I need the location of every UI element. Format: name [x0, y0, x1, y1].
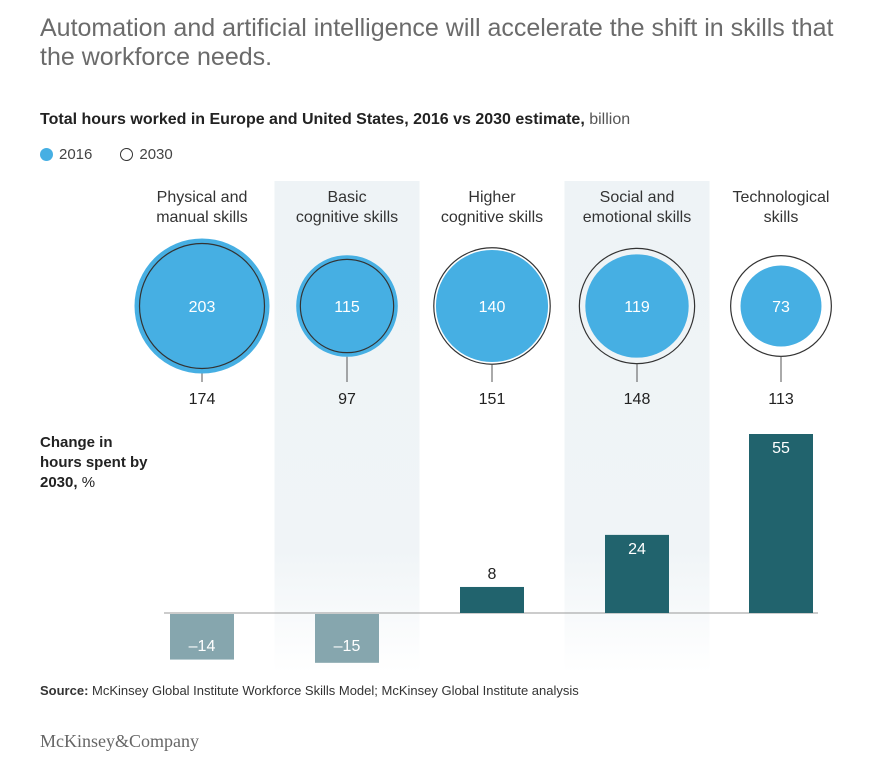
- bar: [315, 614, 379, 663]
- bubble-label-2016: 203: [189, 299, 216, 316]
- category-label: skills: [764, 209, 799, 226]
- bar-axis-label: Change in hours spent by 2030, %: [40, 433, 150, 493]
- bubble-label-2030: 151: [479, 391, 506, 408]
- bar-value-label: –14: [189, 638, 216, 655]
- category-label: manual skills: [156, 209, 248, 226]
- bubble-2016: [740, 265, 822, 347]
- source-note: Source: McKinsey Global Institute Workfo…: [40, 683, 579, 698]
- bubble-2016: [296, 255, 398, 357]
- subtitle-main: Total hours worked in Europe and United …: [40, 111, 585, 128]
- category-label: cognitive skills: [441, 209, 543, 226]
- brand-logo: McKinsey&Company: [40, 731, 199, 751]
- source-text: McKinsey Global Institute Workforce Skil…: [92, 683, 579, 698]
- bar: [605, 534, 669, 613]
- bubble-2030: [299, 258, 395, 354]
- legend-label-2030: 2030: [139, 146, 173, 163]
- bar: [170, 614, 234, 660]
- bubble-label-2030: 97: [338, 391, 356, 408]
- bar-value-label: 8: [488, 566, 497, 583]
- legend-swatch-2016: [40, 148, 53, 161]
- legend-item-2030: 2030: [120, 146, 173, 163]
- bar-axis-label-main: Change in hours spent by 2030,: [40, 434, 148, 491]
- category-label: Social and: [600, 189, 675, 206]
- bubble-2016: [435, 249, 549, 363]
- bar-value-label: 24: [628, 541, 646, 558]
- bubble-label-2016: 119: [624, 299, 650, 316]
- bar-axis-label-unit: %: [81, 474, 96, 491]
- subtitle-unit: billion: [589, 111, 631, 128]
- category-label: cognitive skills: [296, 209, 398, 226]
- bubble-label-2030: 148: [624, 391, 651, 408]
- legend-swatch-2030: [120, 148, 134, 161]
- legend-item-2016: 2016: [40, 146, 92, 163]
- bar-value-label: –15: [334, 638, 361, 655]
- bubble-label-2016: 140: [479, 299, 506, 316]
- headline: Automation and artificial intelligence w…: [40, 14, 834, 71]
- bar: [460, 586, 524, 613]
- category-label: emotional skills: [583, 209, 691, 226]
- legend: 2016 2030: [40, 146, 201, 163]
- source-label: Source:: [40, 683, 89, 698]
- bubble-2016: [585, 254, 689, 358]
- category-label: Physical and: [157, 189, 248, 206]
- bubble-2030: [138, 242, 266, 370]
- category-label: Technological: [733, 189, 830, 206]
- bubble-label-2030: 113: [768, 391, 794, 408]
- chart-subtitle: Total hours worked in Europe and United …: [40, 111, 630, 129]
- bubble-label-2016: 73: [772, 299, 790, 316]
- category-label: Higher: [468, 189, 516, 206]
- column-shade: [274, 181, 420, 673]
- bubble-2016: [134, 238, 270, 374]
- category-label: Basic: [327, 189, 366, 206]
- bubble-label-2016: 115: [334, 299, 360, 316]
- bar: [749, 434, 813, 613]
- legend-label-2016: 2016: [59, 146, 93, 163]
- bubble-label-2030: 174: [189, 391, 216, 408]
- bar-value-label: 55: [772, 440, 790, 457]
